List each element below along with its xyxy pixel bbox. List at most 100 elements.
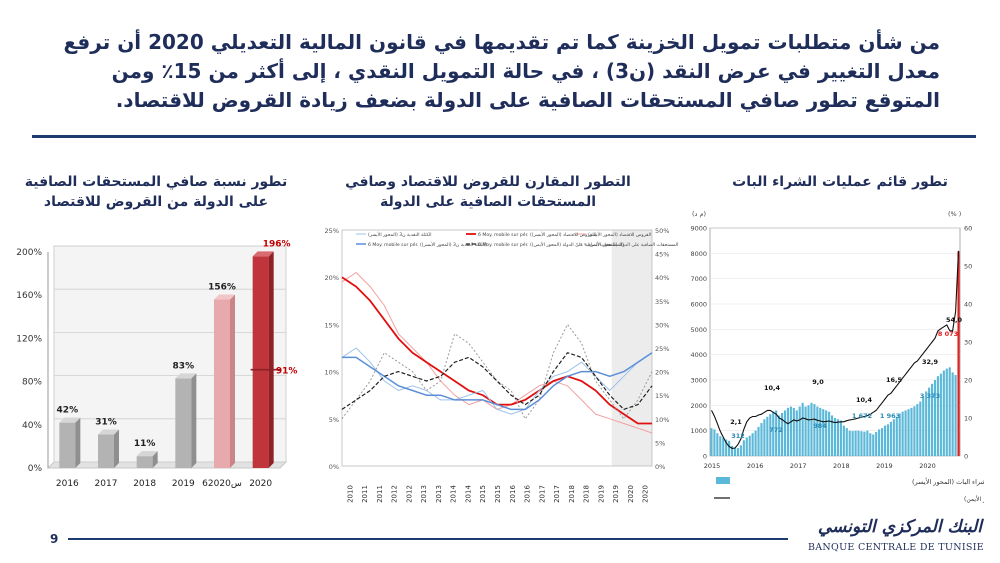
comparison-xtick-label: 2015 [479, 485, 487, 503]
comparison-xtick-label: 2017 [553, 485, 561, 503]
comparison-chart: 0% 5% 10% 15% 20% 25% 0% 5% 10% 15% 20% 25% 30% 35% 40… [325, 227, 679, 503]
outright-bar [848, 430, 851, 456]
ratio-ytick-label: 80% [22, 378, 42, 388]
outright-right-tick: 20 [964, 377, 972, 385]
outright-bar [839, 420, 842, 456]
ratio-bar [136, 456, 153, 468]
comparison-series-line [341, 276, 652, 425]
outright-left-tick: 5000 [690, 326, 707, 334]
ratio-bar [175, 378, 192, 468]
outright-left-tick: 1000 [690, 427, 707, 435]
outright-bar [754, 430, 757, 456]
outright-bar [783, 410, 787, 456]
outright-bar [895, 416, 898, 456]
ratio-xtick-label: 2017 [95, 479, 118, 489]
slide-headline: من شأن متطلبات تمويل الخزينة كما تم تقدي… [63, 30, 940, 112]
outright-bar-label: 772 [769, 426, 783, 434]
ratio-bar-side [152, 451, 158, 468]
comparison-xtick-label: 2018 [568, 485, 576, 503]
ratio-value-label: 83% [173, 361, 195, 371]
outright-bar [898, 413, 901, 456]
outright-bar [901, 411, 904, 456]
outright-left-tick: 8000 [690, 250, 707, 258]
ratio-xtick-label: 2016 [56, 479, 79, 489]
ratio-value-label: 31% [95, 418, 117, 428]
ratio-ytick-label: 0% [28, 464, 43, 474]
outright-bar [860, 431, 863, 456]
outright-left-tick: 7000 [690, 275, 707, 283]
outright-line-label: 32,9 [922, 358, 939, 366]
outright-bar [910, 407, 913, 456]
outright-bar [716, 433, 719, 456]
comparison-legend-label: المستحقات الصافية على الدولة (المحور الأ… [588, 241, 678, 248]
comparison-right-tick: 20% [655, 369, 669, 377]
outright-bar [922, 396, 925, 456]
outright-bar [778, 415, 781, 456]
outright-bar [786, 407, 790, 456]
ratio-bar [214, 299, 230, 468]
outright-bar [725, 439, 728, 456]
outright-bar [907, 409, 910, 456]
outright-bar [807, 405, 810, 456]
outright-bar-label: 1 672 [852, 412, 872, 420]
outright-bar [904, 410, 907, 456]
page-number: 9 [50, 532, 59, 546]
outright-left-unit: (م د) [692, 210, 706, 218]
comparison-legend-label: 6 Moy. mobile sur pér. (القروض للاقتصاد … [478, 231, 597, 238]
comparison-series-line [341, 347, 653, 415]
ratio-floor [46, 461, 288, 469]
ratio-chart-title: تطور نسبة صافي المستحقات الصافية على الد… [24, 174, 288, 210]
outright-bar-label: 1 963 [880, 412, 900, 420]
outright-bar [886, 424, 890, 456]
outright-bar [925, 391, 928, 456]
ratio-bar-side [75, 417, 81, 468]
outright-bar [872, 434, 875, 456]
comparison-right-tick: 0% [655, 463, 665, 471]
outright-bar [875, 431, 878, 456]
outright-bar [757, 426, 760, 456]
outright-right-tick: 50 [964, 263, 972, 271]
comparison-legend-label: 6 Moy. mobile sur pér. (الكتلة النقدية ن… [368, 241, 487, 248]
outright-left-tick: 2000 [690, 402, 707, 410]
ratio-value-label: 156% [208, 283, 236, 293]
outright-bar [892, 419, 895, 456]
outright-bar [878, 429, 881, 456]
ratio-chart-panel: 0% 40% 80% 120% 160% 200% 42% 2016 31% 2017 11% 201… [8, 228, 298, 500]
outright-bar [957, 251, 960, 456]
outright-bar [913, 406, 916, 456]
outright-bar [763, 419, 766, 456]
outright-bar [748, 435, 751, 456]
ratio-value-label: 42% [57, 406, 79, 416]
outright-xtick-label: 2018 [833, 462, 850, 470]
comparison-legend-label: الكتلة النقدية ن3 (المحور الأيسر) [368, 231, 432, 238]
ratio-back-wall [53, 245, 287, 463]
outright-bar [880, 428, 884, 456]
comparison-right-tick: 30% [655, 321, 669, 329]
footer-divider [68, 538, 788, 540]
title-divider [32, 135, 976, 138]
outright-xtick-label: 2017 [790, 462, 807, 470]
outright-bar [851, 431, 854, 456]
outright-left-tick: 0 [703, 453, 707, 461]
ratio-bar [98, 434, 114, 468]
ratio-bar-top [252, 251, 274, 257]
outright-bar [733, 448, 737, 456]
outright-xtick-label: 2020 [919, 462, 936, 470]
outright-right-unit: (% ) [948, 210, 961, 218]
comparison-xtick-label: 2015 [494, 485, 502, 503]
comparison-xtick-label: 2017 [538, 485, 546, 503]
outright-bar [933, 380, 937, 456]
outright-bar [842, 425, 845, 456]
outright-xtick-label: 2016 [747, 462, 764, 470]
ratio-bar-top [175, 373, 197, 379]
outright-bar [792, 407, 795, 456]
outright-bar [936, 376, 940, 456]
comparison-xtick-label: 2010 [346, 485, 354, 503]
outright-bar [939, 373, 942, 456]
comparison-xtick-label: 2019 [612, 485, 620, 503]
ratio-bar-side [268, 251, 274, 468]
outright-bar [866, 430, 869, 456]
comparison-plot-frame [341, 229, 653, 467]
outright-line-label: 16,5 [886, 376, 903, 384]
outright-bar [760, 423, 763, 456]
